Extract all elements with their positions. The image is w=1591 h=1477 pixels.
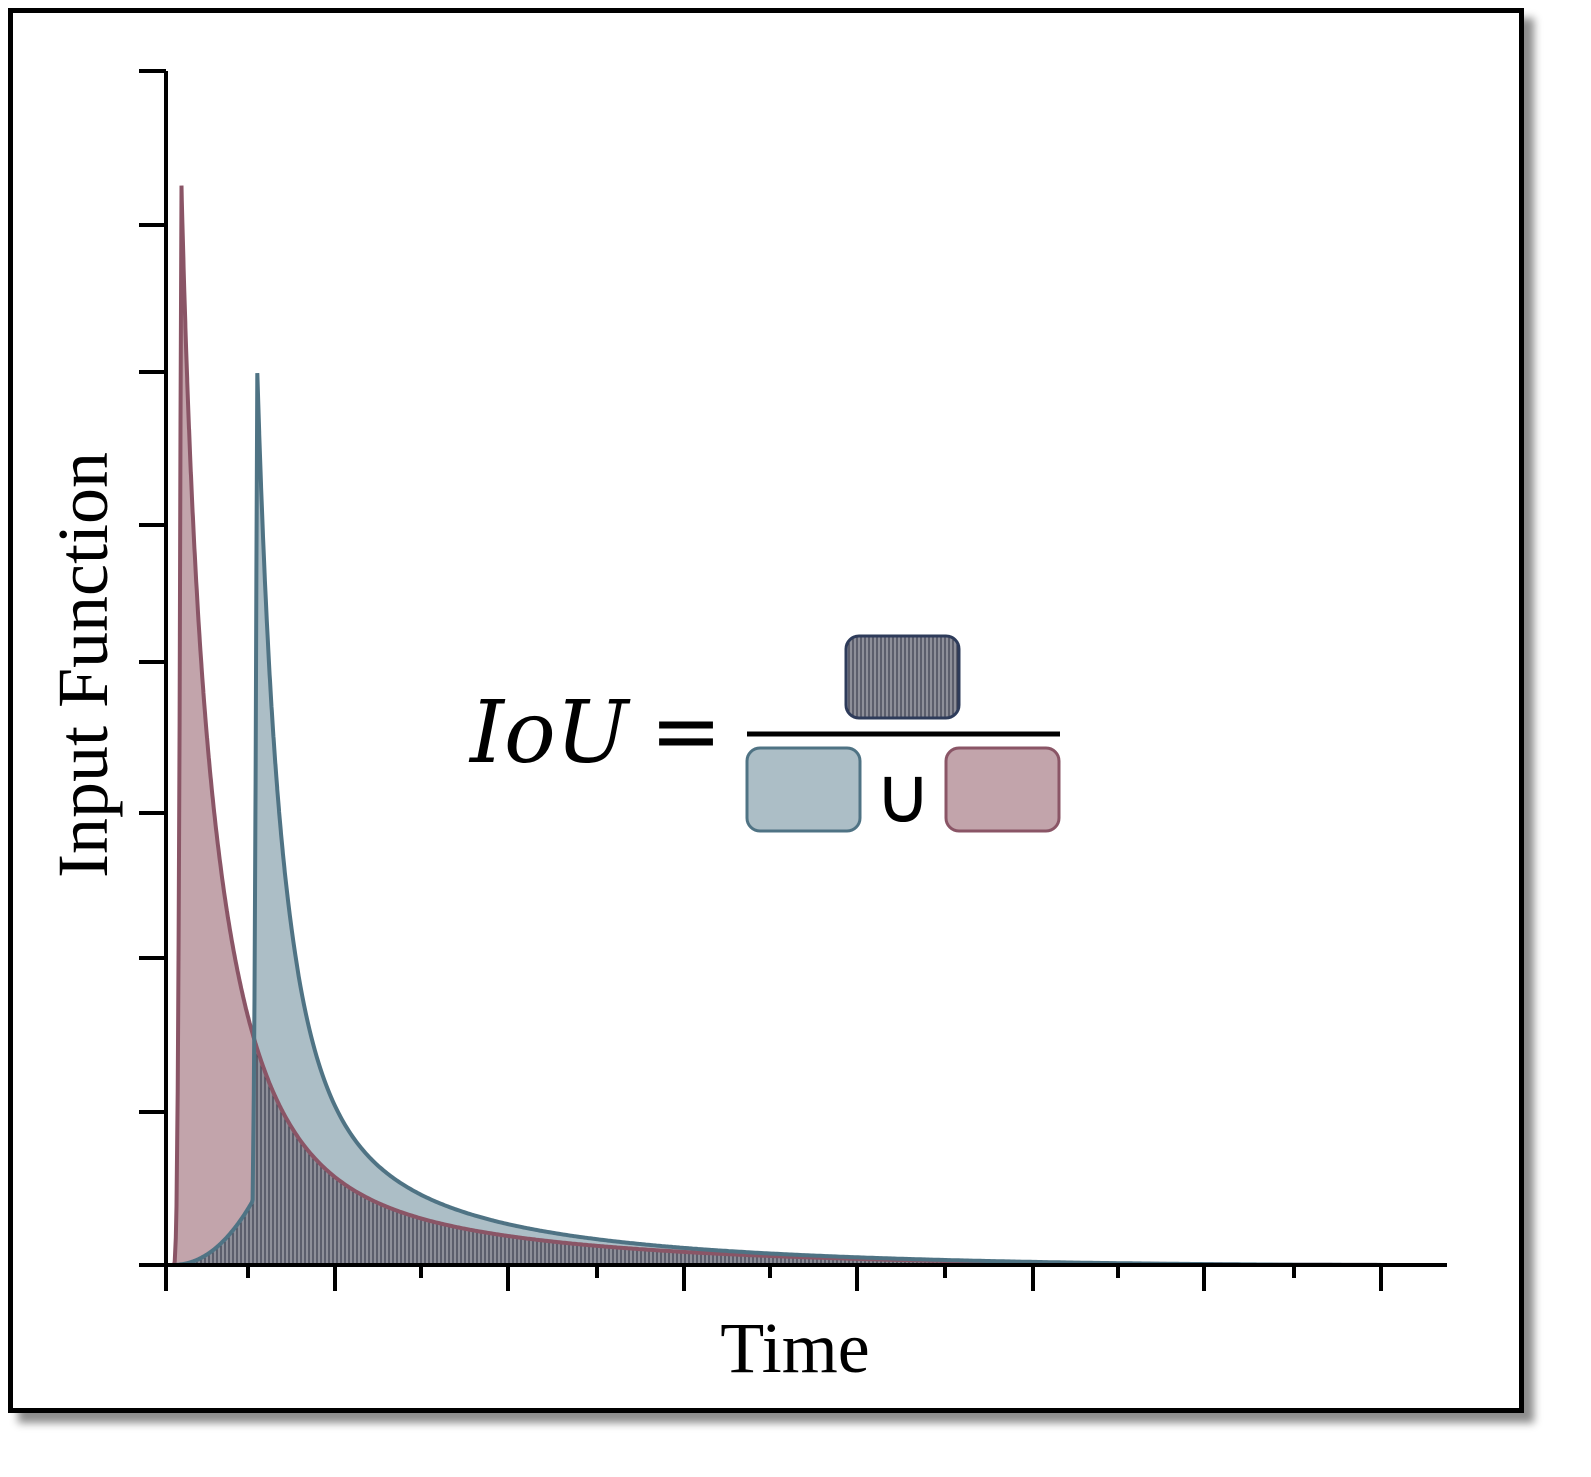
iou-equation: IoU = ∪ bbox=[468, 634, 1061, 841]
intersection-area bbox=[171, 1040, 1431, 1265]
pink-curve-outline bbox=[171, 185, 1430, 1267]
equals-sign: = bbox=[650, 681, 722, 781]
x-axis-label: Time bbox=[720, 1308, 869, 1388]
union-symbol: ∪ bbox=[874, 751, 931, 841]
intersection-swatch bbox=[844, 634, 961, 720]
pink-curve-area bbox=[171, 185, 1431, 1266]
blue-swatch bbox=[745, 746, 862, 833]
pink-swatch bbox=[944, 746, 1061, 833]
y-axis-label: Input Function bbox=[43, 452, 123, 878]
x-ticks bbox=[164, 1265, 1383, 1291]
axes bbox=[139, 69, 1447, 1291]
iou-symbol: IoU bbox=[468, 683, 631, 783]
y-ticks bbox=[139, 69, 166, 1114]
